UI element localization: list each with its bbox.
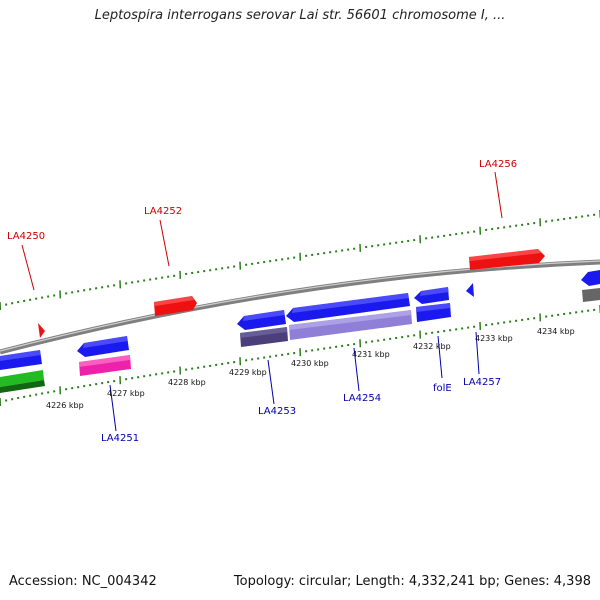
kbp-label: 4227 kbp [107, 389, 145, 398]
gene-label-la4253[interactable]: LA4253 [258, 406, 296, 417]
chromosome-backbone [0, 259, 600, 355]
topology-text: Topology: circular; Length: 4,332,241 bp… [233, 574, 591, 589]
feature-blue[interactable] [416, 303, 451, 322]
gene-la4254[interactable] [286, 293, 410, 322]
kbp-label: 4233 kbp [475, 334, 513, 343]
gene-la4251[interactable] [77, 336, 129, 357]
map-title: Leptospira interrogans serovar Lai str. … [94, 8, 506, 23]
feature-gray[interactable] [582, 288, 600, 302]
kbp-label: 4228 kbp [168, 378, 206, 387]
gene-label-la4251[interactable]: LA4251 [101, 433, 139, 444]
feature-darkpurple[interactable] [240, 327, 288, 347]
gene-fole[interactable] [414, 287, 449, 304]
gene-label-la4252[interactable]: LA4252 [144, 206, 182, 217]
gene-la4256[interactable] [469, 249, 545, 270]
lower-tick-track [0, 305, 600, 407]
kbp-label: 4231 kbp [352, 350, 390, 359]
gene-la4252[interactable] [154, 296, 197, 316]
kbp-label: 4230 kbp [291, 359, 329, 368]
feature-green[interactable] [0, 370, 45, 393]
kbp-label: 4234 kbp [537, 327, 575, 336]
feature-lightpurple[interactable] [289, 310, 412, 340]
gene-la4250[interactable] [38, 323, 45, 338]
upper-tick-track [0, 210, 600, 311]
gene-left-edge[interactable] [0, 350, 42, 370]
gene-label-la4256[interactable]: LA4256 [479, 159, 517, 170]
gene-label-la4250[interactable]: LA4250 [7, 231, 45, 242]
feature-magenta[interactable] [79, 355, 131, 376]
kbp-label: 4232 kbp [413, 342, 451, 351]
gene-label-fole[interactable]: folE [433, 383, 452, 394]
gene-label-la4257[interactable]: LA4257 [463, 377, 501, 388]
gene-label-la4254[interactable]: LA4254 [343, 393, 381, 404]
accession-text: Accession: NC_004342 [9, 574, 157, 589]
gene-la4253[interactable] [237, 310, 286, 330]
kbp-label: 4226 kbp [46, 401, 84, 410]
kbp-label: 4229 kbp [229, 368, 267, 377]
gene-la4257[interactable] [466, 283, 474, 297]
gene-right-edge[interactable] [581, 270, 600, 286]
